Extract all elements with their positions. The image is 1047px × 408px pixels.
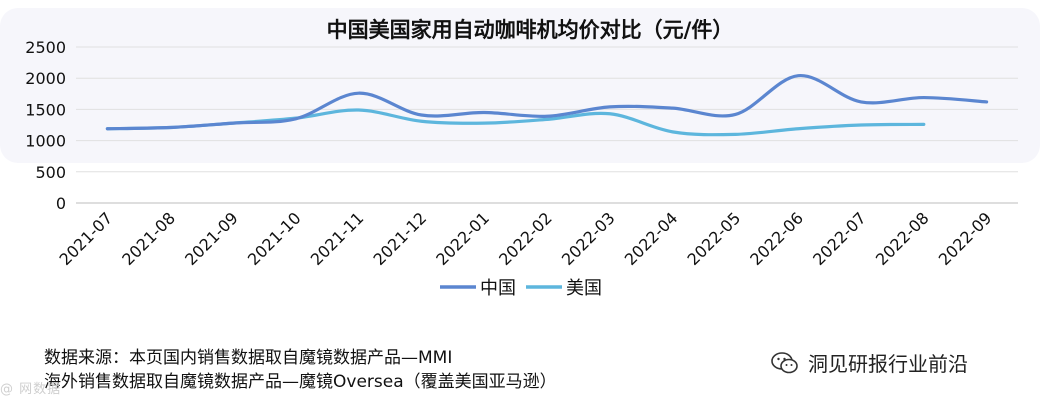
x-tick-label: 2022-02 (495, 208, 556, 269)
y-tick-label: 1500 (25, 100, 66, 119)
series-lines (105, 74, 989, 137)
x-tick-label: 2022-03 (558, 208, 619, 269)
x-tick-label: 2021-07 (56, 208, 117, 269)
watermark: @ 网数据 (0, 382, 62, 397)
legend-label: 美国 (566, 278, 602, 299)
x-tick-label: 2021-10 (244, 208, 305, 269)
x-tick-label: 2021-09 (181, 208, 242, 269)
x-tick-label: 2022-01 (432, 208, 493, 269)
brand-text: 洞见研报行业前沿 (808, 352, 968, 376)
x-tick-label: 2022-05 (684, 208, 745, 269)
chart-title: 中国美国家用自动咖啡机均价对比（元/件） (327, 18, 734, 42)
x-tick-label: 2022-07 (809, 208, 870, 269)
y-tick-label: 1000 (25, 132, 66, 151)
source-line-2: 海外销售数据取自魔镜数据产品—魔镜Oversea（覆盖美国亚马逊） (44, 372, 557, 392)
y-tick-label: 500 (35, 163, 66, 182)
x-tick-label: 2022-06 (746, 208, 807, 269)
chart-panel-background (0, 8, 1040, 163)
y-axis: 0 500 1000 1500 2000 2500 (25, 38, 66, 213)
y-tick-label: 2500 (25, 38, 66, 57)
y-tick-label: 2000 (25, 69, 66, 88)
legend: 中国 美国 (440, 278, 602, 299)
x-tick-label: 2021-08 (118, 208, 179, 269)
brand-label: 洞见研报行业前沿 (770, 348, 968, 377)
x-tick-label: 2022-09 (935, 208, 996, 269)
line-chart: 中国美国家用自动咖啡机均价对比（元/件） 0 500 1000 1500 2000 250… (25, 18, 1018, 299)
source-line-1: 数据来源：本页国内销售数据取自魔镜数据产品—MMI (44, 348, 453, 368)
gridlines (76, 46, 1018, 204)
x-tick-label: 2022-08 (872, 208, 933, 269)
x-tick-label: 2022-04 (621, 208, 682, 269)
y-tick-label: 0 (56, 194, 66, 213)
series-line (105, 74, 989, 131)
x-tick-label: 2021-12 (370, 208, 431, 269)
source-note: 数据来源：本页国内销售数据取自魔镜数据产品—MMI 海外销售数据取自魔镜数据产品… (44, 346, 557, 394)
x-axis: 2021-07 2021-08 2021-09 2021-10 2021-11 2021-… (56, 208, 996, 269)
x-tick-label: 2021-11 (307, 208, 368, 269)
legend-label: 中国 (480, 278, 516, 299)
wechat-icon (771, 351, 798, 373)
